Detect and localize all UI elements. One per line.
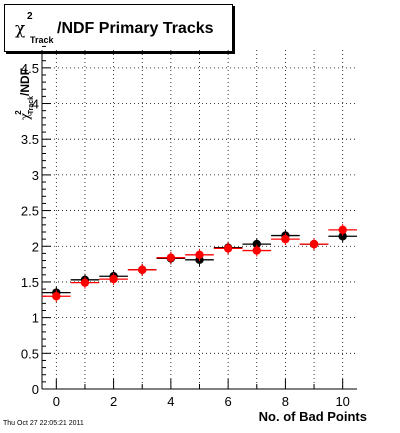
chart-title-subscript: Track: [30, 35, 54, 45]
data-point-red: [80, 278, 90, 287]
chart-title-superscript: 2: [27, 11, 33, 22]
y-tick-label: 0.5: [21, 346, 39, 361]
grid-lines: [42, 50, 357, 389]
y-tick-label: 3.5: [21, 132, 39, 147]
data-point-red: [338, 225, 347, 235]
y-tick-label: 0: [32, 382, 39, 397]
y-tick-label: 4: [32, 97, 39, 112]
data-point-red: [281, 234, 290, 244]
y-tick-label: 1.5: [21, 275, 39, 290]
data-point-red: [309, 239, 319, 249]
data-point-red: [252, 246, 261, 255]
x-tick-label: 2: [110, 394, 117, 409]
data-point-black: [338, 232, 347, 241]
timestamp: Thu Oct 27 22:05:21 2011: [3, 420, 84, 427]
x-axis-label: No. of Bad Points: [258, 409, 367, 424]
data-point-black: [252, 239, 261, 249]
data-point-red: [166, 253, 176, 262]
y-tick-label: 2.5: [21, 204, 39, 219]
data-point-red: [223, 244, 233, 253]
data-markers: [42, 223, 357, 303]
y-tick-label: 1: [32, 311, 39, 326]
x-tick-label: 10: [335, 394, 349, 409]
x-tick-label: 8: [282, 394, 289, 409]
x-tick-label: 4: [167, 394, 174, 409]
x-tick-label: 0: [53, 394, 60, 409]
chart-title-box: χ 2 Track /NDF Primary Tracks: [4, 4, 233, 52]
data-point-red: [109, 274, 118, 284]
y-tick-label: 2: [32, 239, 39, 254]
x-tick-label: 6: [225, 394, 232, 409]
chart-title-text: /NDF Primary Tracks: [57, 20, 214, 37]
chart-title-chi: χ: [15, 19, 26, 39]
y-tick-label: 3: [32, 168, 39, 183]
data-point-red: [195, 250, 204, 260]
data-point-red: [52, 292, 61, 301]
y-tick-label: 4.5: [21, 61, 39, 76]
data-point-red: [138, 265, 147, 275]
axis-ticks: 0 0.5 1 1.5 2 2.5 3 3.5 4 4.5 0 2 4 6 8 10: [21, 45, 350, 409]
